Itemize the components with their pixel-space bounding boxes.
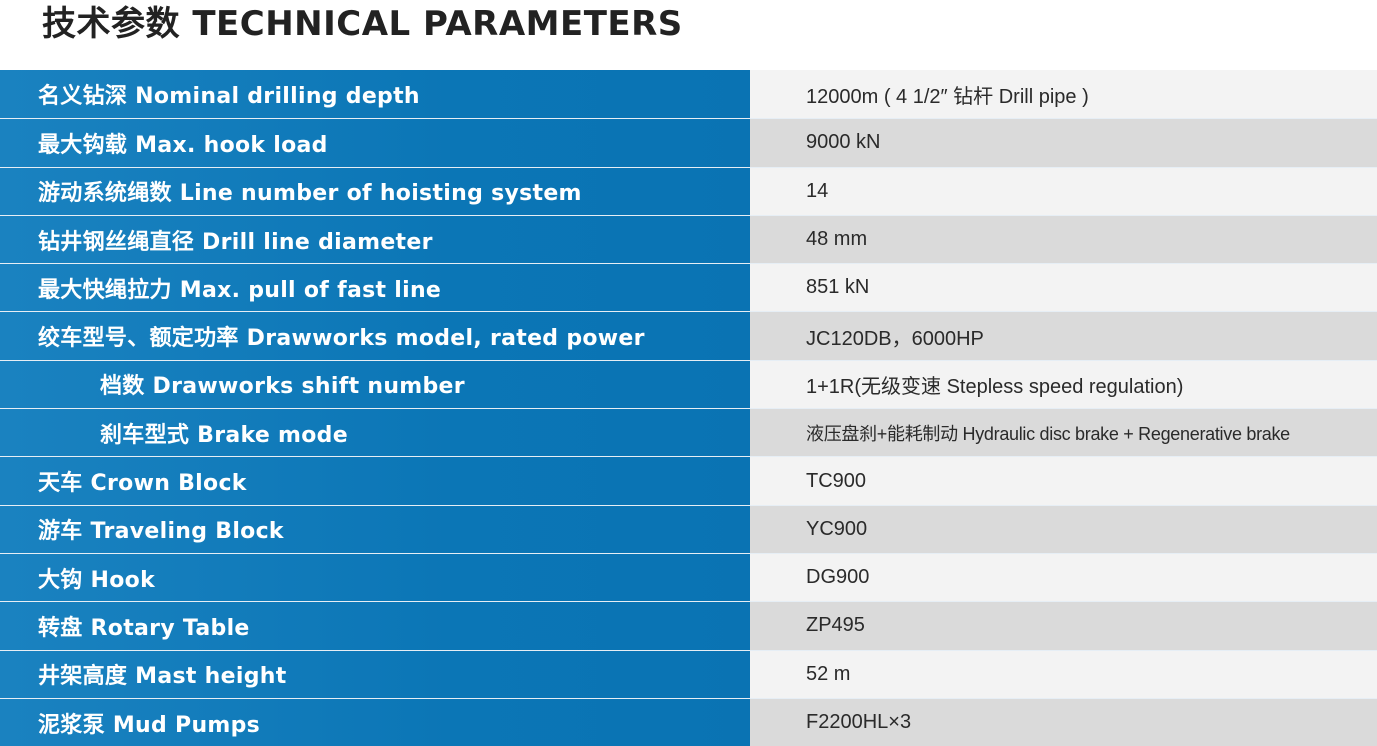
table-row: 绞车型号、额定功率 Drawworks model, rated power JC… — [0, 311, 1377, 360]
param-label: 最大快绳拉力 Max. pull of fast line — [0, 264, 750, 312]
param-value: 851 kN — [750, 264, 1377, 312]
param-label: 大钩 Hook — [0, 553, 750, 602]
table-row: 泥浆泵 Mud Pumps F2200HL×3 — [0, 697, 1377, 746]
param-label: 档数 Drawworks shift number — [0, 360, 750, 409]
param-label: 刹车型式 Brake mode — [0, 409, 750, 457]
param-label: 钻井钢丝绳直径 Drill line diameter — [0, 215, 750, 264]
param-value: YC900 — [750, 505, 1377, 553]
param-value: TC900 — [750, 457, 1377, 505]
param-value: JC120DB，6000HP — [750, 312, 1377, 360]
table-row: 游动系统绳数 Line number of hoisting system 14 — [0, 166, 1377, 215]
table-row: 转盘 Rotary Table ZP495 — [0, 601, 1377, 650]
table-row: 名义钻深 Nominal drilling depth 12000m ( 4 1/… — [0, 70, 1377, 119]
table-row: 井架高度 Mast height 52 m — [0, 649, 1377, 698]
param-value: DG900 — [750, 553, 1377, 602]
param-value: F2200HL×3 — [750, 698, 1377, 746]
param-label: 井架高度 Mast height — [0, 650, 750, 698]
param-value: 9000 kN — [750, 119, 1377, 167]
param-label: 转盘 Rotary Table — [0, 602, 750, 650]
table-row: 钻井钢丝绳直径 Drill line diameter 48 mm — [0, 214, 1377, 264]
table-row: 大钩 Hook DG900 — [0, 552, 1377, 602]
param-label: 天车 Crown Block — [0, 457, 750, 505]
param-label: 泥浆泵 Mud Pumps — [0, 698, 750, 746]
param-value: 液压盘刹+能耗制动 Hydraulic disc brake + Regener… — [750, 409, 1377, 457]
param-value: 14 — [750, 167, 1377, 215]
param-label: 最大钩载 Max. hook load — [0, 119, 750, 167]
page-title: 技术参数 TECHNICAL PARAMETERS — [42, 4, 683, 44]
table-row: 最大钩载 Max. hook load 9000 kN — [0, 118, 1377, 167]
param-value: 52 m — [750, 650, 1377, 698]
table-row: 最大快绳拉力 Max. pull of fast line 851 kN — [0, 263, 1377, 312]
table-row: 游车 Traveling Block YC900 — [0, 504, 1377, 553]
param-label: 游车 Traveling Block — [0, 505, 750, 553]
param-value: ZP495 — [750, 602, 1377, 650]
table-row: 天车 Crown Block TC900 — [0, 456, 1377, 505]
table-row: 档数 Drawworks shift number 1+1R(无级变速 Stepl… — [0, 359, 1377, 409]
param-label: 游动系统绳数 Line number of hoisting system — [0, 167, 750, 215]
param-value: 1+1R(无级变速 Stepless speed regulation) — [750, 360, 1377, 409]
parameters-table: 名义钻深 Nominal drilling depth 12000m ( 4 1/… — [0, 70, 1377, 746]
table-row: 刹车型式 Brake mode 液压盘刹+能耗制动 Hydraulic disc … — [0, 408, 1377, 457]
param-value: 48 mm — [750, 215, 1377, 264]
param-value: 12000m ( 4 1/2″ 钻杆 Drill pipe ) — [750, 70, 1377, 119]
param-label: 名义钻深 Nominal drilling depth — [0, 70, 750, 119]
param-label: 绞车型号、额定功率 Drawworks model, rated power — [0, 312, 750, 360]
